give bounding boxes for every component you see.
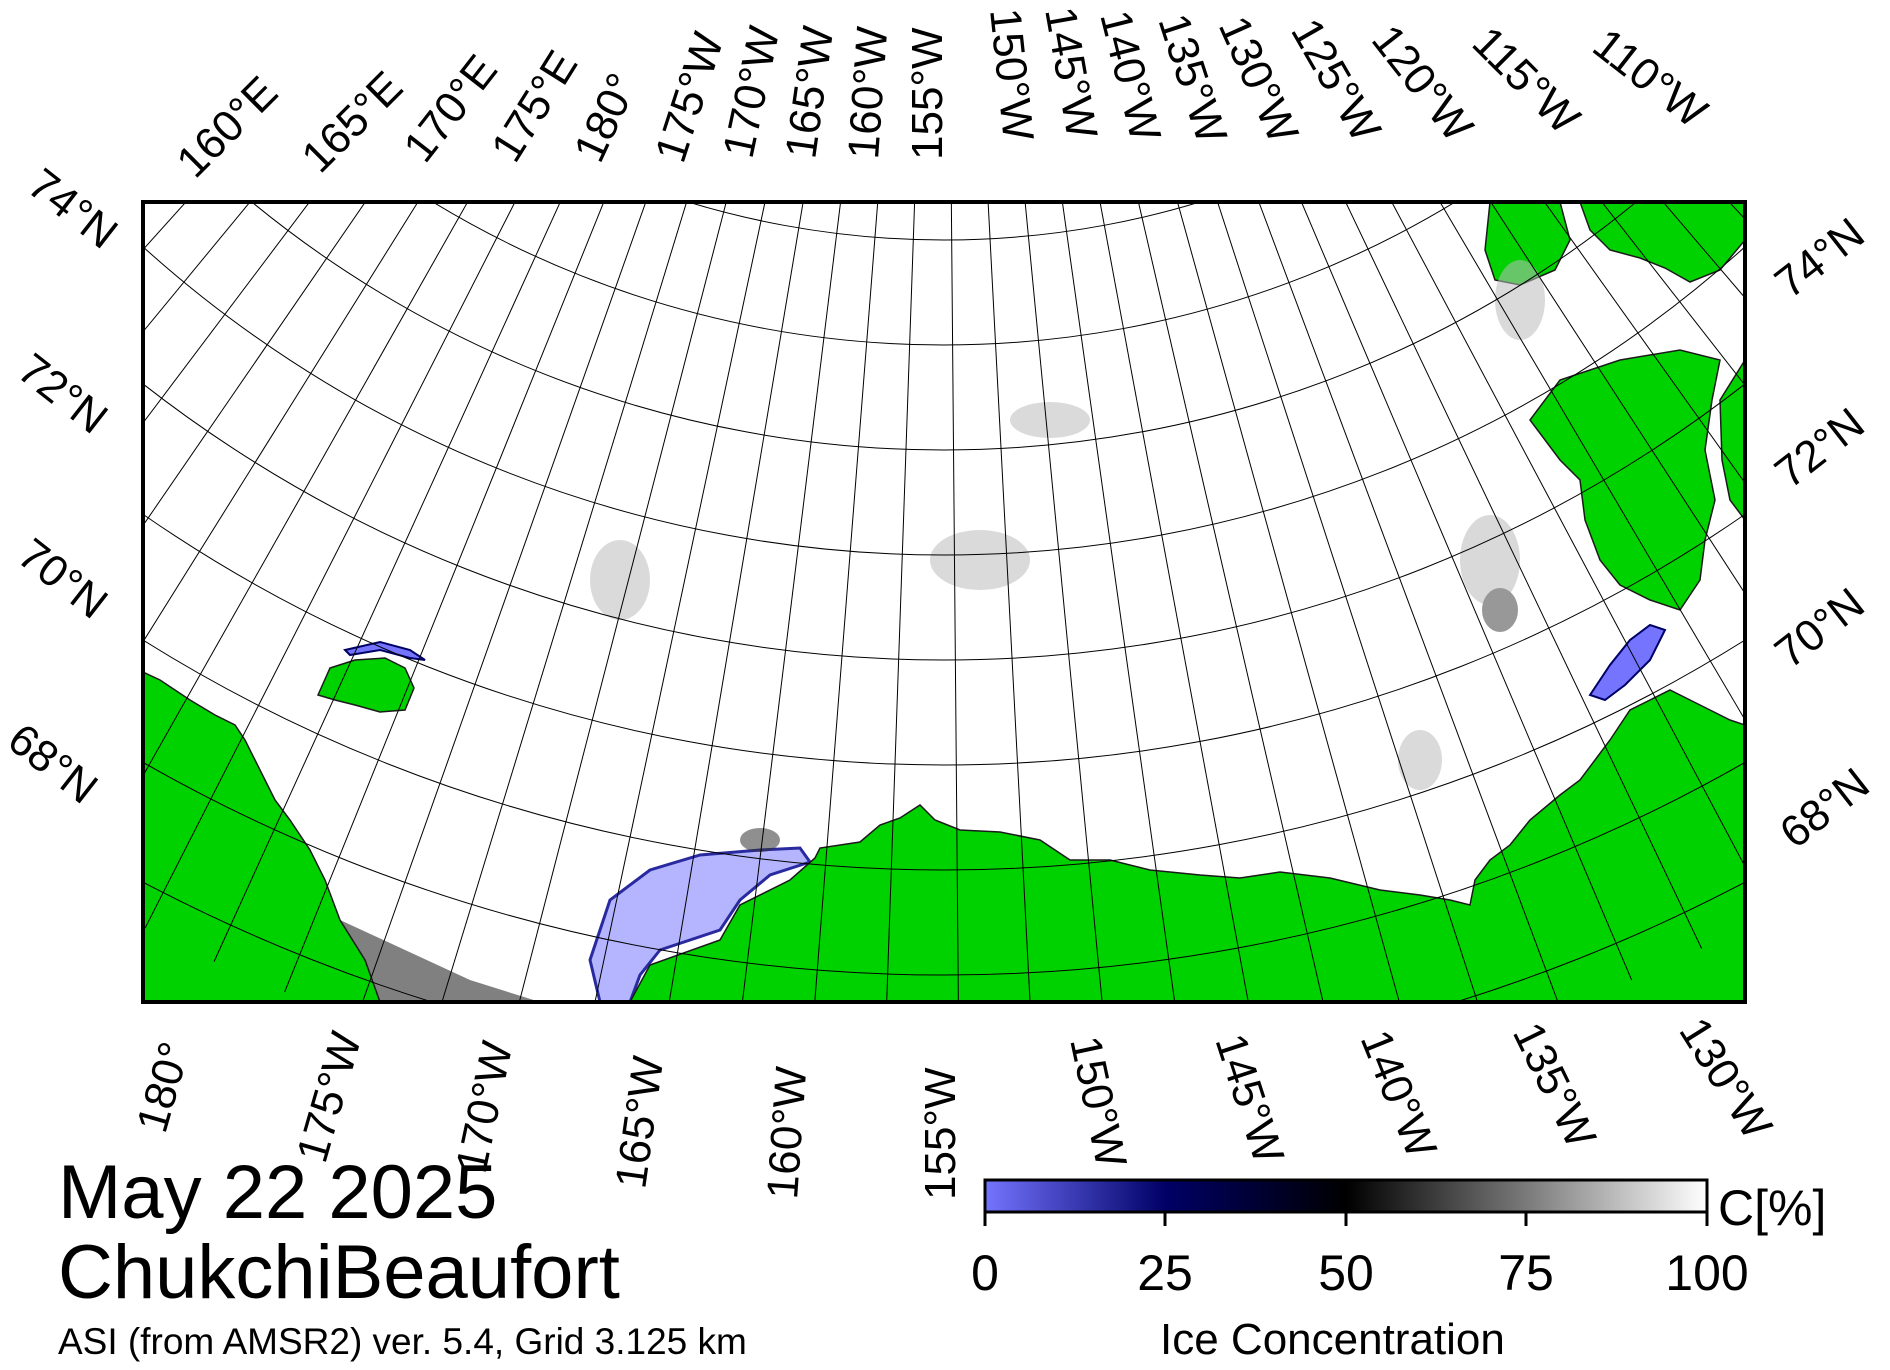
top-lon-label: 150°W [980, 6, 1043, 143]
bottom-lon-label: 180° [128, 1037, 200, 1138]
colorbar-tick-label: 50 [1318, 1245, 1374, 1301]
colorbar-tick-label: 25 [1137, 1245, 1193, 1301]
left-lat-label: 74°N [19, 159, 127, 258]
scattered-ice-patches [590, 260, 1545, 852]
right-latitude-labels: 74°N 72°N 70°N 68°N [1766, 209, 1879, 858]
map-frame [141, 200, 1747, 1004]
left-latitude-labels: 74°N 72°N 70°N 68°N [0, 159, 126, 813]
meridian-line [143, 202, 311, 424]
left-lat-label: 70°N [9, 529, 117, 628]
meridian-line [886, 202, 916, 1002]
meridian-line [1099, 202, 1249, 1002]
top-lon-label: 170°E [394, 46, 507, 171]
land-alaska-canada [629, 689, 1745, 1002]
meridian-line [668, 202, 804, 1002]
meridian-line [1024, 202, 1103, 1002]
top-lon-label: 115°W [1463, 17, 1589, 143]
map-content [143, 202, 1745, 1002]
meridian-line [1258, 202, 1559, 1002]
land-banks-island [1529, 349, 1721, 611]
colorbar-tick-label: 0 [971, 1245, 999, 1301]
meridian-line [950, 202, 959, 1002]
bottom-lon-label: 135°W [1503, 1015, 1605, 1156]
land-wrangel-island [316, 657, 415, 713]
product-info: ASI (from AMSR2) ver. 5.4, Grid 3.125 km [58, 1321, 747, 1362]
meridian-line [284, 202, 605, 992]
colorbar-unit: C[%] [1718, 1180, 1826, 1236]
top-lon-label: 110°W [1584, 19, 1716, 137]
colorbar: 0 25 50 75 100 C[%] [971, 1178, 1826, 1301]
bottom-lon-label: 175°W [288, 1026, 372, 1167]
colorbar-gradient [983, 1178, 1709, 1214]
bottom-lon-label: 160°W [758, 1065, 816, 1201]
bottom-lon-label: 165°W [606, 1053, 673, 1192]
colorbar-tick-label: 75 [1498, 1245, 1554, 1301]
bottom-lon-label: 155°W [916, 1067, 965, 1200]
colorbar-tick-label: 100 [1665, 1245, 1748, 1301]
meridian-line [143, 202, 366, 527]
top-lon-label: 155°W [903, 27, 952, 160]
meridian-line [1345, 202, 1703, 949]
meridian-line [1439, 202, 1745, 721]
top-longitude-labels: 160°E 165°E 170°E 175°E 180° 175°W 170°W… [167, 3, 1716, 187]
meridian-line [1543, 202, 1745, 484]
colorbar-tick-marks [983, 1212, 1709, 1226]
left-lat-label: 72°N [9, 344, 117, 443]
meridian-line [987, 202, 1031, 1002]
top-lon-label: 160°W [839, 25, 897, 161]
meridian-line [1061, 202, 1176, 1002]
land-arctic-islands-northeast [1579, 202, 1745, 283]
meridian-line [1300, 202, 1633, 981]
meridian-line [143, 202, 469, 777]
low-ice-wrangel-north [343, 640, 426, 661]
meridian-line [1217, 202, 1479, 1002]
meridian-line [741, 202, 842, 1002]
meridian-line [213, 202, 561, 962]
right-lat-label: 74°N [1766, 209, 1874, 308]
graticule-latitudes [143, 202, 1745, 1002]
right-lat-label: 68°N [1771, 759, 1879, 858]
date-title: May 22 2025 [58, 1150, 498, 1235]
bottom-lon-label: 130°W [1670, 1009, 1782, 1148]
meridian-line [361, 202, 647, 1002]
land-chukotka [143, 671, 381, 1002]
meridian-line [144, 202, 516, 929]
left-lat-label: 68°N [0, 714, 106, 813]
meridian-line [441, 202, 688, 1002]
region-title: ChukchiBeaufort [58, 1230, 620, 1315]
right-lat-label: 70°N [1766, 579, 1874, 678]
low-ice-amundsen-gulf [1588, 623, 1667, 702]
bottom-lon-label: 140°W [1351, 1023, 1446, 1165]
right-lat-label: 72°N [1766, 399, 1874, 498]
meridian-line [1601, 202, 1745, 387]
top-lon-label: 160°E [167, 67, 287, 187]
meridian-line [814, 202, 879, 1002]
bottom-lon-label: 150°W [1060, 1032, 1136, 1172]
colorbar-title: Ice Concentration [1160, 1315, 1505, 1364]
meridian-line [518, 202, 727, 1002]
meridian-line [1176, 202, 1400, 1002]
no-data-area [340, 920, 540, 1002]
bottom-lon-label: 145°W [1205, 1028, 1293, 1170]
meridian-line [1137, 202, 1324, 1002]
meridian-line [143, 202, 419, 643]
graticule-meridians [143, 202, 1745, 1002]
meridian-line [1490, 202, 1745, 595]
top-lon-label: 165°E [292, 62, 412, 182]
meridian-line [1391, 202, 1745, 868]
meridian-line [594, 202, 766, 1002]
